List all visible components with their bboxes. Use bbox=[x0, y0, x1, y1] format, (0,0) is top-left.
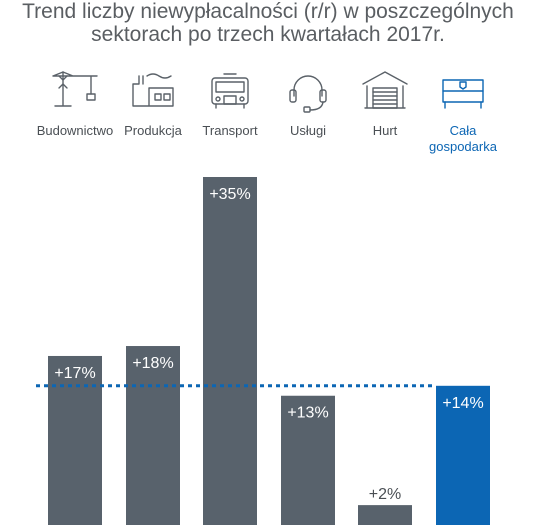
bar bbox=[281, 395, 335, 525]
bar bbox=[48, 355, 102, 525]
crane-icon bbox=[52, 71, 98, 107]
bar bbox=[436, 385, 490, 525]
factory-icon bbox=[132, 73, 174, 107]
chart-title: Trend liczby niewypłacalności (r/r) w po… bbox=[0, 0, 536, 46]
flag-icon bbox=[442, 79, 484, 109]
value-label: +35% bbox=[209, 186, 250, 203]
value-label: +17% bbox=[54, 365, 95, 382]
chart-title-line-2: sektorach po trzech kwartałach 2017r. bbox=[91, 23, 445, 46]
warehouse-icon bbox=[362, 71, 408, 109]
truck-icon bbox=[211, 73, 249, 109]
category-label: Budownictwo bbox=[37, 123, 114, 138]
bar bbox=[358, 505, 412, 525]
headset-icon bbox=[289, 75, 327, 113]
category-label: gospodarka bbox=[429, 139, 498, 154]
chart-title-line-1: Trend liczby niewypłacalności (r/r) w po… bbox=[22, 0, 514, 23]
category-label: Usługi bbox=[290, 123, 326, 138]
bar bbox=[126, 346, 180, 525]
value-label: +18% bbox=[132, 355, 173, 372]
value-label: +2% bbox=[369, 486, 401, 503]
category-label: Transport bbox=[202, 123, 258, 138]
value-label: +14% bbox=[442, 395, 483, 412]
value-label: +13% bbox=[287, 405, 328, 422]
category-label: Cała bbox=[450, 123, 478, 138]
category-label: Produkcja bbox=[124, 123, 183, 138]
bar bbox=[203, 177, 257, 525]
category-label: Hurt bbox=[373, 123, 398, 138]
